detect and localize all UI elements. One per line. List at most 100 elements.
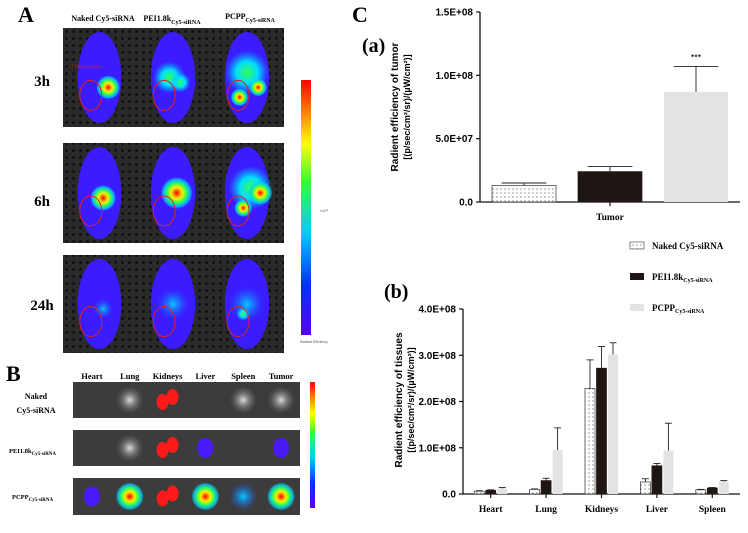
tumor-outline [152, 195, 176, 227]
colorbar-B [310, 382, 315, 508]
panel-label-A: A [18, 2, 34, 27]
column-header-naked: Naked Cy5-siRNA [71, 14, 135, 23]
legend-swatch-naked [629, 241, 645, 250]
legend-swatch-pcpp [630, 304, 644, 311]
bar-lung-series-3 [552, 450, 563, 494]
organ-header: Lung [120, 371, 140, 381]
panel-label-C: C [352, 2, 368, 27]
legend-swatch-pei [630, 273, 644, 280]
colorbar-A-unit: x10⁸ [320, 208, 328, 213]
organ-signal [166, 389, 179, 405]
legend: Naked Cy5-siRNA PEI1.8kCy5-siRNA PCPPCy5… [629, 241, 724, 315]
fluorescence-signal [93, 298, 114, 319]
x-tick-label: Heart [479, 505, 504, 515]
mouse-body [77, 31, 122, 124]
organ-column-headers: Heart Lung Kidneys Liver Spleen Tumor [81, 371, 293, 381]
organ-signal [156, 394, 169, 410]
y-tick-label: 1.0E+08 [435, 71, 473, 82]
organ-signal [191, 482, 220, 511]
chart-b-ylabel-2: [(p/sec/cm²/sr)/(µW/cm²)] [406, 347, 416, 452]
tumor-outline [79, 306, 103, 338]
row-label-naked: Naked [25, 392, 48, 401]
column-header-pei: PEI1.8kCy5-siRNA [143, 14, 201, 26]
organ-signal [156, 442, 169, 458]
bar-tumor-series-1 [491, 185, 557, 203]
bar-liver-series-3 [663, 450, 674, 494]
fluorescence-signal [160, 177, 193, 209]
bar-spleen-series-2 [706, 487, 718, 495]
colorbar-A [301, 80, 311, 335]
organ-signal [229, 482, 258, 511]
bar-lung-series-2 [540, 480, 552, 495]
chart-b-ylabel-1: Radient efficiency of tissues [394, 332, 405, 467]
bar-kidneys-series-2 [596, 367, 607, 495]
fluorescence-signal [170, 72, 191, 93]
legend-label-pcpp: PCPPCy5-siRNA [652, 303, 705, 315]
tumor-outline [226, 79, 250, 111]
organ-imaging-row [73, 382, 300, 418]
chart-b: 0.0 1.0E+08 2.0E+08 3.0E+08 4.0E+08 Heart Lung… [418, 305, 740, 515]
row-label-6h: 6h [34, 194, 51, 210]
x-tick-label: Spleen [699, 505, 727, 515]
row-label-naked-2: Cy5-siRNA [16, 406, 55, 415]
organ-header: Spleen [231, 371, 255, 381]
organ-header: Liver [196, 371, 216, 381]
y-tick-label: 5.0E+07 [435, 134, 473, 145]
bar-heart-series-1 [473, 490, 485, 495]
x-tick-label: Kidneys [585, 505, 619, 515]
organ-signal [197, 438, 214, 458]
fluorescence-signal [157, 288, 189, 320]
y-tick-label: 4.0E+08 [418, 305, 456, 316]
organ-header: Tumor [269, 371, 294, 381]
bar-tumor-series-3 [664, 91, 728, 202]
organ-signal [267, 386, 296, 414]
x-tick-label: Lung [535, 505, 557, 515]
bar-lung-series-1 [529, 489, 540, 495]
bar-spleen-series-1 [695, 489, 707, 495]
organ-header: Kidneys [153, 371, 183, 381]
fluorescence-signal [90, 185, 117, 211]
row-label-pei: PEI1.8kCy5-siRNA [9, 448, 56, 457]
in-vivo-imaging-grid [63, 28, 284, 353]
row-label-24h: 24h [30, 298, 54, 314]
organ-header: Heart [81, 371, 102, 381]
row-label-3h: 3h [34, 74, 51, 90]
chart-a-ylabel-1: Radient efficiency of tumor [390, 42, 401, 171]
fluorescence-signal [236, 306, 251, 321]
x-tick-label: Tumor [596, 213, 624, 223]
y-tick-label: 1.5E+08 [435, 8, 473, 19]
bar-kidneys-series-3 [608, 354, 618, 494]
bar-heart-series-2 [485, 489, 497, 495]
y-tick-label: 2.0E+08 [418, 397, 456, 408]
organ-signal [115, 434, 144, 462]
panel-label-B: B [6, 361, 21, 386]
bar-liver-series-1 [640, 481, 651, 495]
column-header-pcpp: PCPPCy5-siRNA [225, 12, 275, 24]
panel-label-b: (b) [384, 281, 408, 303]
x-tick-label: Liver [646, 505, 669, 515]
bar-heart-series-3 [497, 488, 508, 494]
y-tick-label: 3.0E+08 [418, 351, 456, 362]
panel-label-a: (a) [362, 35, 385, 57]
tumor-outline [152, 79, 176, 111]
organ-signal [83, 486, 100, 507]
fluorescence-signal [230, 88, 249, 107]
legend-label-pei: PEI1.8kCy5-siRNA [652, 272, 713, 284]
chart-a-ylabel-2: [(p/sec/cm²/sr)/(µW/cm²)] [402, 54, 412, 159]
tumor-outline [226, 195, 250, 227]
organ-imaging-row [73, 478, 300, 515]
organ-signal [166, 485, 179, 502]
bar-tumor-series-2 [577, 171, 643, 203]
significance-marker: *** [691, 52, 702, 62]
organ-signal [156, 490, 169, 507]
organ-signal [273, 438, 290, 458]
organ-signal [229, 386, 258, 414]
tumor-outline [226, 306, 250, 338]
y-tick-label: 0.0 [442, 490, 456, 501]
colorbar-A-caption: Radiant Efficiency [300, 340, 328, 344]
organ-imaging-row [73, 430, 300, 466]
organ-signal [267, 482, 296, 511]
fluorescence-signal [248, 181, 273, 205]
fluorescence-signal [234, 199, 253, 217]
